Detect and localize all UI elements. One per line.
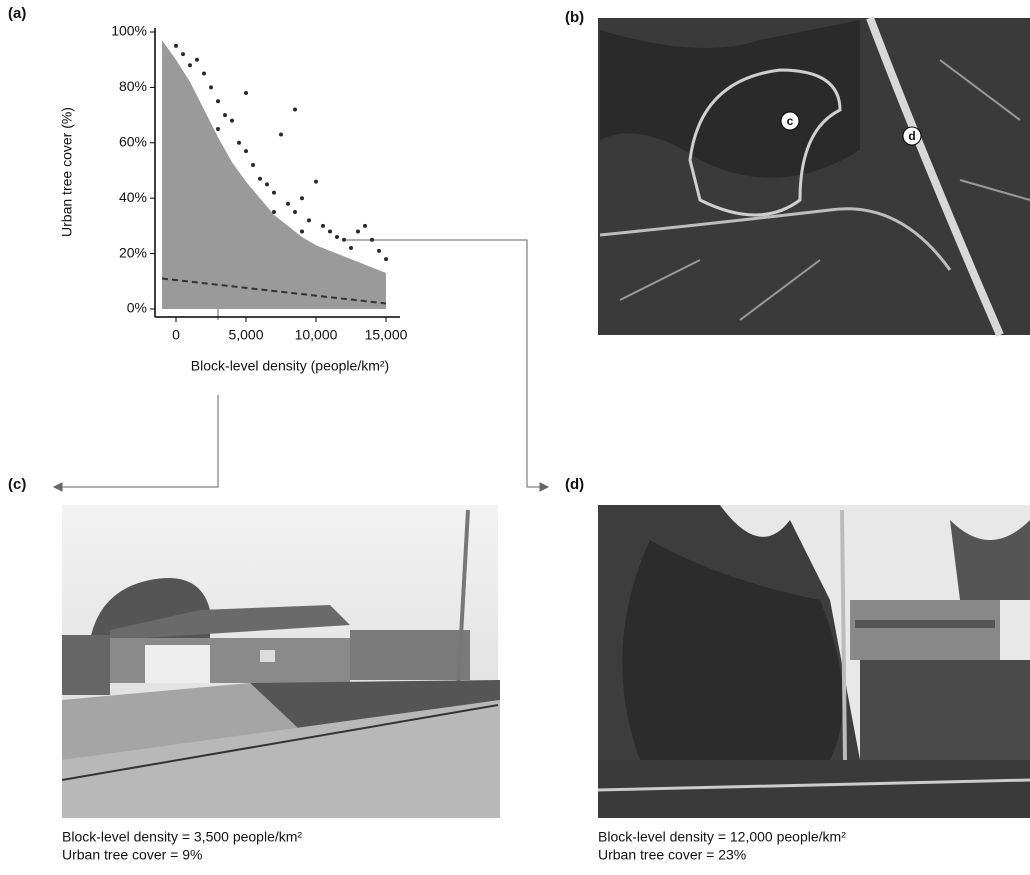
scatter-point — [384, 257, 388, 261]
scatter-point — [258, 177, 262, 181]
scatter-point — [356, 229, 360, 233]
scatter-point — [188, 63, 192, 67]
scatter-point — [174, 44, 178, 48]
scatter-point — [209, 85, 213, 89]
y-tick-label: 60% — [119, 134, 147, 150]
panel-label: (c) — [8, 476, 26, 493]
scatter-point — [202, 72, 206, 76]
scatter-point — [321, 224, 325, 228]
scatter-point — [328, 229, 332, 233]
scatter-point — [300, 229, 304, 233]
caption: Block-level density = 3,500 people/km² — [62, 829, 302, 845]
scatter-point — [293, 108, 297, 112]
scatter-point — [216, 99, 220, 103]
y-tick-label: 100% — [111, 23, 147, 39]
x-tick-label: 15,000 — [365, 327, 408, 343]
scatter-point — [244, 91, 248, 95]
scatter-point — [265, 182, 269, 186]
scatter-point — [230, 119, 234, 123]
scatter-point — [293, 210, 297, 214]
map-marker: d — [908, 129, 915, 143]
scatter-point — [195, 58, 199, 62]
street-photo — [62, 505, 500, 818]
figure: (a) (b) (c) (d) c d — [0, 0, 1030, 875]
scatter-point — [300, 196, 304, 200]
panel-label: (a) — [8, 5, 26, 22]
scatter-point — [286, 202, 290, 206]
scatter-point — [181, 52, 185, 56]
panel-label: (d) — [565, 476, 584, 493]
aerial-image: c d — [598, 18, 1030, 335]
caption: Urban tree cover = 23% — [598, 847, 746, 863]
density-area — [162, 40, 386, 309]
y-tick-label: 80% — [119, 78, 147, 94]
scatter-point — [377, 249, 381, 253]
x-tick-label: 5,000 — [228, 327, 263, 343]
y-axis-title: Urban tree cover (%) — [59, 107, 75, 237]
scatter-point — [237, 141, 241, 145]
scatter-point — [223, 113, 227, 117]
y-tick-label: 20% — [119, 244, 147, 260]
panel-label: (b) — [565, 9, 584, 26]
scatter-point — [272, 191, 276, 195]
scatter-point — [342, 238, 346, 242]
scatter-point — [244, 149, 248, 153]
scatter-point — [335, 235, 339, 239]
scatter-point — [279, 132, 283, 136]
scatter-point — [307, 218, 311, 222]
scatter-point — [251, 163, 255, 167]
caption: Urban tree cover = 9% — [62, 847, 202, 863]
scatter-point — [314, 180, 318, 184]
y-tick-label: 40% — [119, 189, 147, 205]
y-tick-label: 0% — [127, 300, 147, 316]
x-tick-label: 0 — [172, 327, 180, 343]
x-axis-title: Block-level density (people/km²) — [191, 358, 389, 374]
caption: Block-level density = 12,000 people/km² — [598, 829, 846, 845]
map-marker: c — [787, 114, 794, 128]
scatter-point — [370, 238, 374, 242]
scatter-point — [363, 224, 367, 228]
scatter-point — [272, 210, 276, 214]
scatter-point — [216, 127, 220, 131]
street-photo — [598, 505, 1030, 818]
scatter-point — [349, 246, 353, 250]
x-tick-label: 10,000 — [295, 327, 338, 343]
